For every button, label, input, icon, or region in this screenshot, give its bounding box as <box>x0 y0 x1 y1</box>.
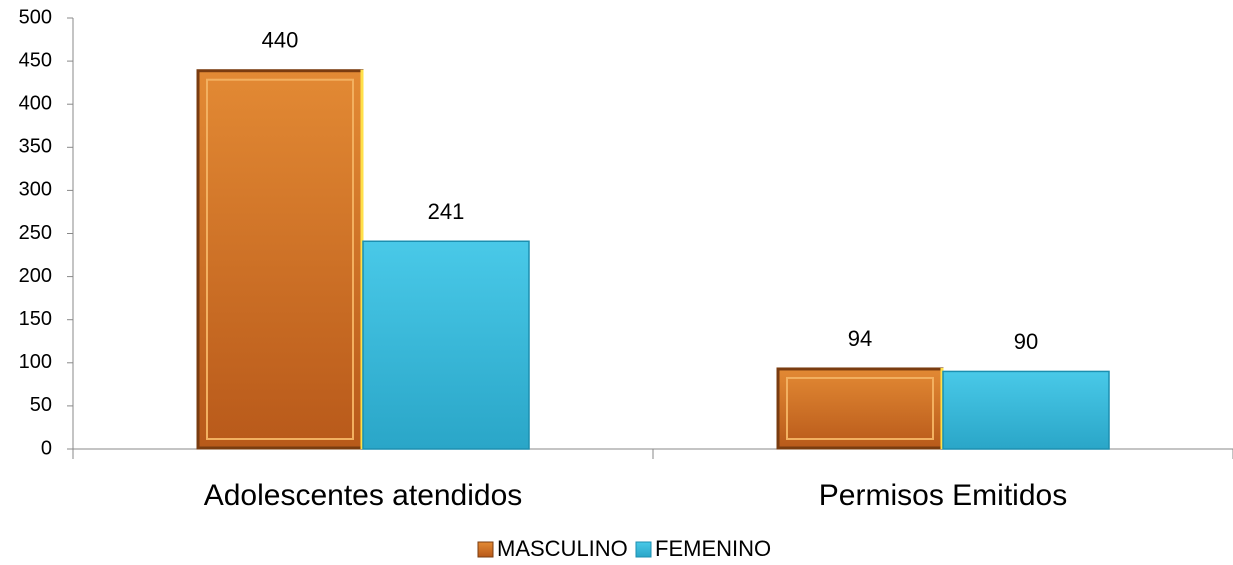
x-tick-label: Permisos Emitidos <box>819 479 1067 512</box>
legend-label: MASCULINO <box>497 536 628 561</box>
y-tick-label: 250 <box>19 222 52 244</box>
value-label: 90 <box>1014 329 1038 354</box>
value-label: 241 <box>428 199 465 224</box>
bar-bevel <box>206 78 354 440</box>
legend-swatch <box>477 541 494 558</box>
bar <box>197 69 363 449</box>
value-label: 440 <box>262 28 299 53</box>
bar-bevel <box>942 370 1110 450</box>
y-tick-label: 450 <box>19 49 52 71</box>
bar <box>943 371 1109 449</box>
legend-label: FEMENINO <box>655 536 771 561</box>
x-tick-label: Adolescentes atendidos <box>204 479 523 512</box>
y-tick-label: 400 <box>19 92 52 114</box>
y-tick-label: 300 <box>19 179 52 201</box>
bar <box>777 367 943 449</box>
y-tick-label: 50 <box>30 394 52 416</box>
bar <box>363 241 529 449</box>
y-tick-label: 0 <box>41 437 52 459</box>
y-tick-label: 150 <box>19 308 52 330</box>
bar-bevel <box>786 376 934 440</box>
bar-bevel <box>362 240 530 450</box>
legend-swatch <box>635 541 652 558</box>
value-label: 94 <box>848 326 872 351</box>
y-tick-label: 200 <box>19 265 52 287</box>
y-tick-label: 350 <box>19 136 52 158</box>
y-tick-label: 100 <box>19 351 52 373</box>
y-tick-label: 500 <box>19 6 52 28</box>
